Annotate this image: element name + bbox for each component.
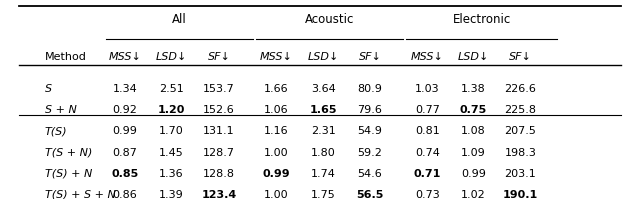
Text: 1.38: 1.38 (461, 84, 486, 94)
Text: Electronic: Electronic (452, 13, 511, 26)
Text: 225.8: 225.8 (504, 105, 536, 115)
Text: 0.99: 0.99 (461, 169, 486, 179)
Text: All: All (172, 13, 187, 26)
Text: LSD↓: LSD↓ (307, 52, 339, 62)
Text: T(S) + N: T(S) + N (45, 169, 92, 179)
Text: 0.75: 0.75 (460, 105, 487, 115)
Text: 0.86: 0.86 (113, 190, 137, 199)
Text: 0.74: 0.74 (415, 147, 440, 158)
Text: 0.99: 0.99 (113, 126, 137, 136)
Text: 1.65: 1.65 (310, 105, 337, 115)
Text: 2.31: 2.31 (311, 126, 335, 136)
Text: 207.5: 207.5 (504, 126, 536, 136)
Text: 1.34: 1.34 (113, 84, 137, 94)
Text: SF↓: SF↓ (509, 52, 532, 62)
Text: 128.8: 128.8 (203, 169, 235, 179)
Text: 153.7: 153.7 (203, 84, 235, 94)
Text: 0.87: 0.87 (113, 147, 137, 158)
Text: 79.6: 79.6 (358, 105, 382, 115)
Text: 190.1: 190.1 (502, 190, 538, 199)
Text: 0.92: 0.92 (113, 105, 137, 115)
Text: 1.70: 1.70 (159, 126, 184, 136)
Text: 0.71: 0.71 (414, 169, 441, 179)
Text: T(S + N): T(S + N) (45, 147, 92, 158)
Text: 198.3: 198.3 (504, 147, 536, 158)
Text: 1.20: 1.20 (158, 105, 185, 115)
Text: MSS↓: MSS↓ (411, 52, 444, 62)
Text: 1.03: 1.03 (415, 84, 440, 94)
Text: 0.73: 0.73 (415, 190, 440, 199)
Text: 152.6: 152.6 (203, 105, 235, 115)
Text: S + N: S + N (45, 105, 77, 115)
Text: 1.80: 1.80 (311, 147, 335, 158)
Text: 1.16: 1.16 (264, 126, 289, 136)
Text: 123.4: 123.4 (201, 190, 237, 199)
Text: 59.2: 59.2 (358, 147, 382, 158)
Text: 1.66: 1.66 (264, 84, 289, 94)
Text: 80.9: 80.9 (358, 84, 382, 94)
Text: Acoustic: Acoustic (305, 13, 355, 26)
Text: 0.99: 0.99 (262, 169, 291, 179)
Text: 1.36: 1.36 (159, 169, 184, 179)
Text: 1.02: 1.02 (461, 190, 486, 199)
Text: 56.5: 56.5 (356, 190, 383, 199)
Text: 131.1: 131.1 (203, 126, 235, 136)
Text: 3.64: 3.64 (311, 84, 335, 94)
Text: Method: Method (45, 52, 86, 62)
Text: S: S (45, 84, 52, 94)
Text: 1.08: 1.08 (461, 126, 486, 136)
Text: 1.75: 1.75 (311, 190, 335, 199)
Text: 1.39: 1.39 (159, 190, 184, 199)
Text: 54.9: 54.9 (358, 126, 382, 136)
Text: 1.06: 1.06 (264, 105, 289, 115)
Text: 1.74: 1.74 (311, 169, 335, 179)
Text: LSD↓: LSD↓ (458, 52, 490, 62)
Text: 2.51: 2.51 (159, 84, 184, 94)
Text: MSS↓: MSS↓ (108, 52, 141, 62)
Text: 54.6: 54.6 (358, 169, 382, 179)
Text: T(S): T(S) (45, 126, 67, 136)
Text: 1.09: 1.09 (461, 147, 486, 158)
Text: 203.1: 203.1 (504, 169, 536, 179)
Text: 226.6: 226.6 (504, 84, 536, 94)
Text: 1.00: 1.00 (264, 190, 289, 199)
Text: LSD↓: LSD↓ (156, 52, 188, 62)
Text: SF↓: SF↓ (207, 52, 230, 62)
Text: 0.81: 0.81 (415, 126, 440, 136)
Text: T(S) + S + N: T(S) + S + N (45, 190, 116, 199)
Text: 128.7: 128.7 (203, 147, 235, 158)
Text: 0.85: 0.85 (111, 169, 138, 179)
Text: 1.00: 1.00 (264, 147, 289, 158)
Text: MSS↓: MSS↓ (260, 52, 293, 62)
Text: 0.77: 0.77 (415, 105, 440, 115)
Text: 1.45: 1.45 (159, 147, 184, 158)
Text: SF↓: SF↓ (358, 52, 381, 62)
